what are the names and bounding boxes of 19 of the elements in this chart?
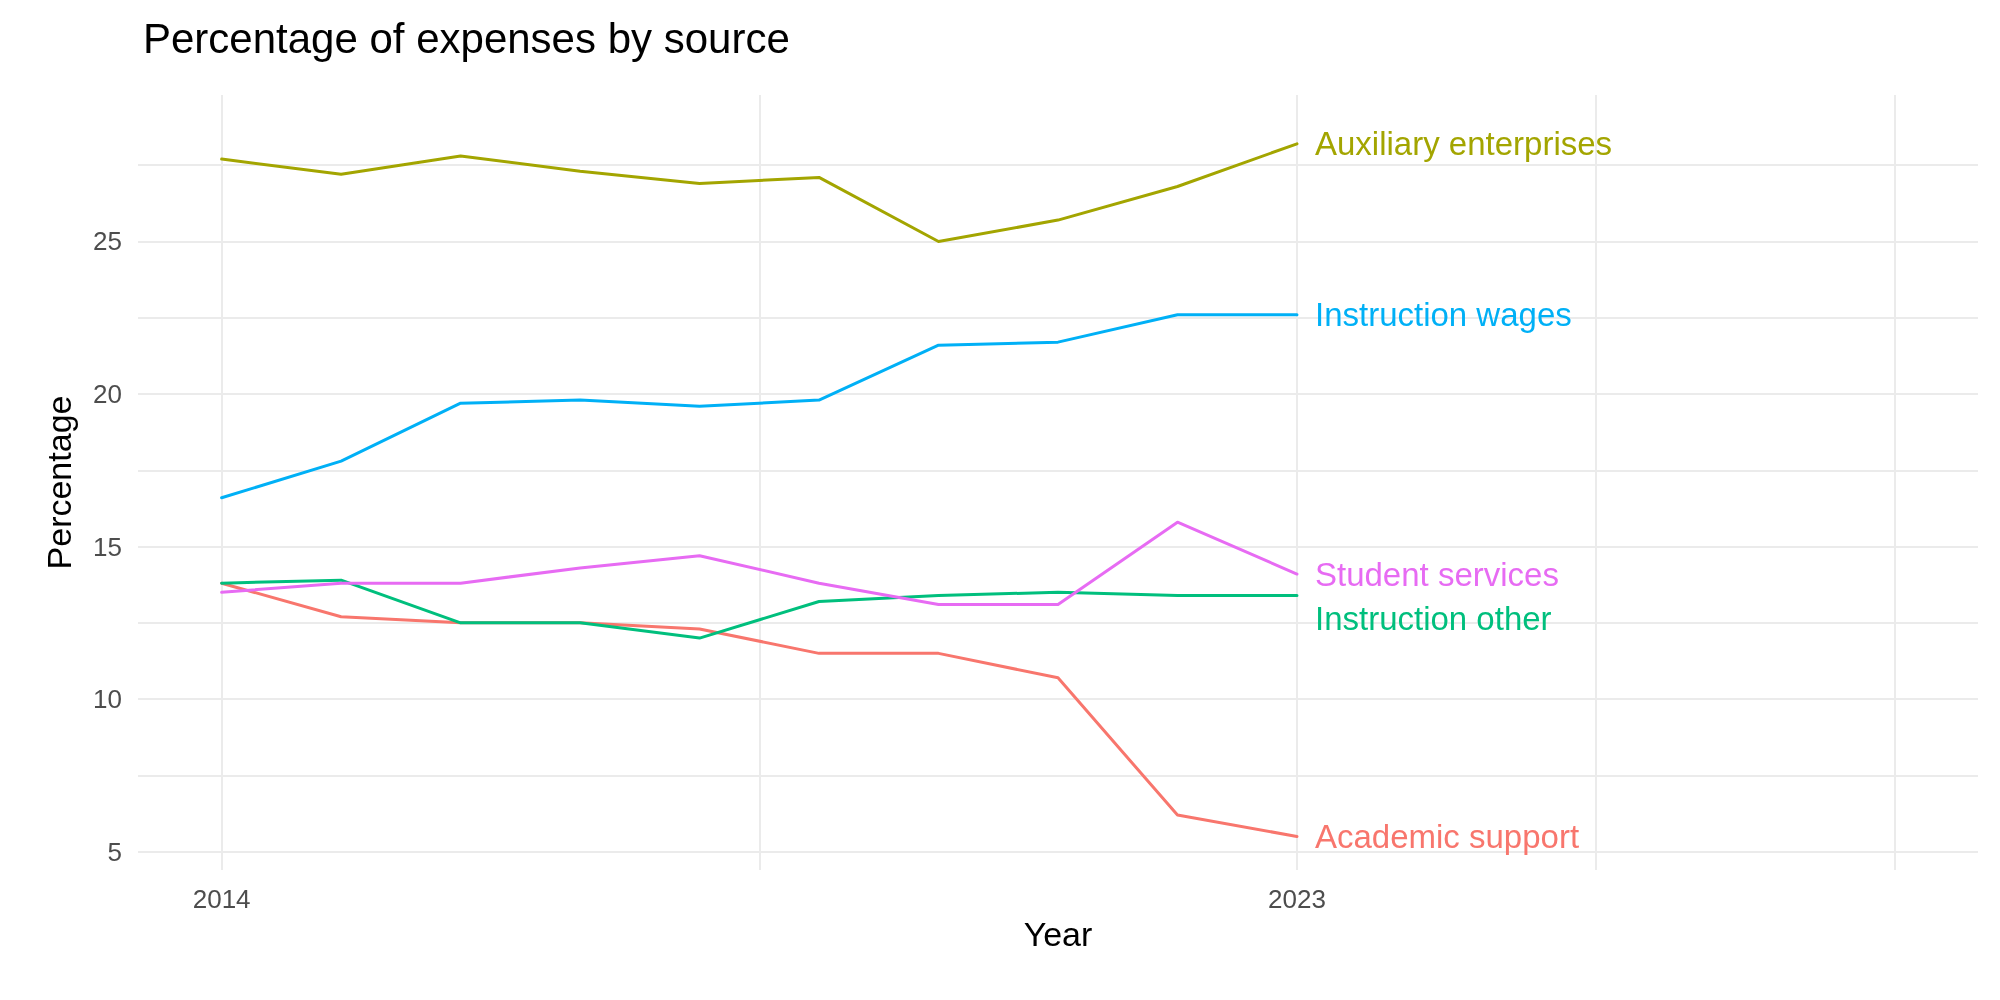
line-series xyxy=(220,578,1299,640)
x-axis-title: Year xyxy=(1023,914,1093,953)
line-series xyxy=(220,313,1299,500)
y-tick-label: 10 xyxy=(93,684,122,715)
series-label: Instruction wages xyxy=(1314,296,1572,334)
y-axis-title: Percentage xyxy=(40,395,78,570)
x-tick-label: 2023 xyxy=(1268,884,1326,914)
series-label: Student services xyxy=(1314,555,1559,593)
y-tick-label: 15 xyxy=(93,531,122,562)
line-series xyxy=(220,520,1299,607)
y-tick-label: 20 xyxy=(93,379,122,410)
x-tick-label: 2014 xyxy=(192,884,251,914)
y-tick-label: 5 xyxy=(107,836,122,867)
series-label: Auxiliary enterprises xyxy=(1314,125,1613,163)
chart-title: Percentage of expenses by source xyxy=(143,14,790,62)
series-label: Academic support xyxy=(1314,817,1580,855)
series-label: Instruction other xyxy=(1314,599,1552,637)
line-series xyxy=(220,142,1299,243)
y-tick-label: 25 xyxy=(93,226,122,257)
